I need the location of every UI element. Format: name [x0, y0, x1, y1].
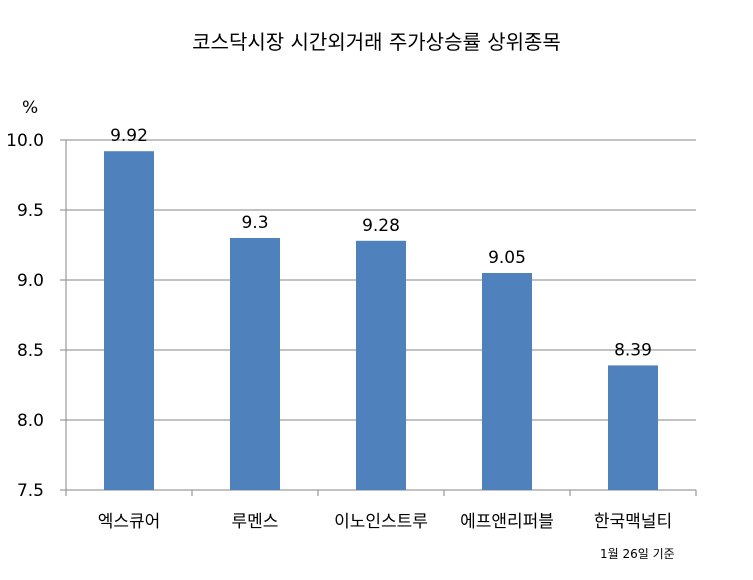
y-tick-label: 8.0: [17, 411, 44, 431]
labels: 7.5 8.0 8.5 9.0 9.5 10.0 9.92 엑스큐어 9.3 루멘스 9.28 이노인…: [6, 126, 672, 532]
bars: [104, 151, 658, 490]
date-footnote: 1월 26일 기준: [600, 547, 675, 561]
y-tick-label: 7.5: [17, 481, 44, 501]
data-label: 8.39: [614, 340, 652, 360]
chart-title: 코스닥시장 시간외거래 주가상승률 상위종목: [192, 30, 561, 54]
bar: [230, 238, 280, 490]
y-tick-label: 9.0: [17, 271, 44, 291]
category-label: 이노인스트루: [334, 512, 428, 532]
y-tick-label: 10.0: [6, 131, 44, 151]
data-label: 9.05: [488, 248, 526, 268]
y-tick-label: 8.5: [17, 341, 44, 361]
category-label: 루멘스: [232, 512, 279, 532]
data-label: 9.28: [362, 216, 400, 236]
bar: [356, 240, 406, 490]
category-label: 한국맥널티: [594, 512, 672, 532]
category-label: 에프앤리퍼블: [460, 512, 554, 532]
y-axis-unit-label: %: [22, 98, 39, 118]
bar: [608, 365, 658, 490]
y-tick-label: 9.5: [17, 201, 44, 221]
bar: [104, 151, 154, 490]
data-label: 9.92: [110, 126, 148, 146]
bar: [482, 273, 532, 490]
data-label: 9.3: [241, 213, 268, 233]
category-label: 엑스큐어: [98, 512, 161, 532]
